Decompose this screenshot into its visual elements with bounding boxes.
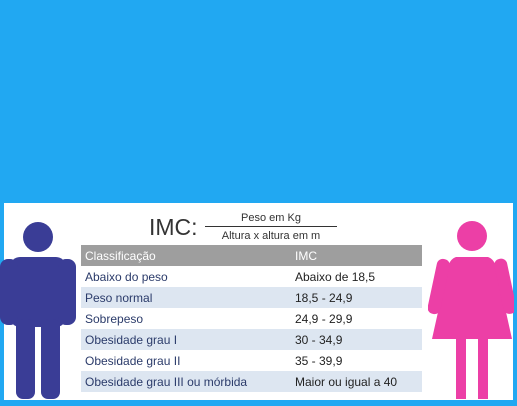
row-classification: Obesidade grau III ou mórbida [85, 374, 248, 389]
row-imc-value: 30 - 34,9 [295, 332, 343, 347]
table-row: Obesidade grau I 30 - 34,9 [81, 329, 422, 350]
fraction-bar [205, 226, 337, 227]
male-figure-icon [0, 222, 76, 399]
table-row: Abaixo do peso Abaixo de 18,5 [81, 266, 422, 287]
row-classification: Abaixo do peso [85, 269, 168, 284]
formula-fraction: Peso em Kg Altura x altura em m [205, 211, 337, 243]
formula-label: IMC: [149, 214, 198, 240]
table-row: Peso normal 18,5 - 24,9 [81, 287, 422, 308]
row-imc-value: 18,5 - 24,9 [295, 290, 353, 305]
row-imc-value: Abaixo de 18,5 [295, 269, 376, 284]
row-imc-value: Maior ou igual a 40 [295, 374, 398, 389]
header-classificacao: Classificação [81, 245, 291, 266]
row-classification: Peso normal [85, 290, 153, 305]
female-figure-icon [428, 221, 514, 399]
row-classification: Sobrepeso [85, 311, 144, 326]
imc-formula: IMC: Peso em Kg Altura x altura em m [149, 211, 349, 243]
row-classification: Obesidade grau II [85, 353, 181, 368]
header-imc: IMC [291, 245, 422, 266]
formula-denominator: Altura x altura em m [221, 230, 321, 242]
imc-classification-table: Classificação IMC Abaixo do peso Abaixo … [81, 245, 422, 392]
row-imc-value: 35 - 39,9 [295, 353, 343, 368]
row-imc-value: 24,9 - 29,9 [295, 311, 353, 326]
row-classification: Obesidade grau I [85, 332, 178, 347]
formula-numerator: Peso em Kg [241, 212, 301, 224]
table-header-row: Classificação IMC [81, 245, 422, 266]
table-row: Obesidade grau III ou mórbida Maior ou i… [81, 371, 422, 392]
table-row: Obesidade grau II 35 - 39,9 [81, 350, 422, 371]
table-row: Sobrepeso 24,9 - 29,9 [81, 308, 422, 329]
content-panel: IMC: Peso em Kg Altura x altura em m Cla… [4, 203, 513, 400]
